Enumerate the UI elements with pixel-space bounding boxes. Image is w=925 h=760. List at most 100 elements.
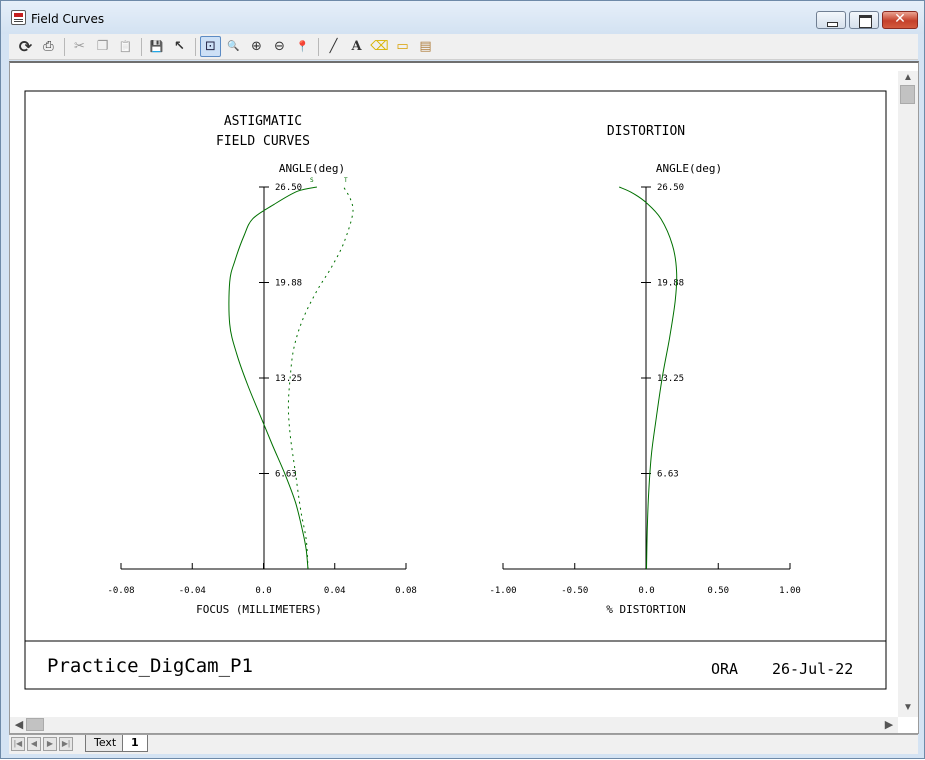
line-tool-icon: ╱ [329, 39, 338, 54]
distortion-y-tick-label: 19.88 [657, 279, 684, 289]
title-bar[interactable]: Field Curves ✕ [1, 1, 924, 34]
close-icon: ✕ [894, 11, 906, 27]
eraser-button[interactable]: ⌫ [369, 36, 390, 57]
zoom-window-icon: ⊡ [205, 39, 216, 54]
t-curve-marker: T [344, 177, 348, 184]
distortion-x-tick-label: -0.50 [561, 586, 588, 596]
tab-1[interactable]: 1 [122, 735, 148, 752]
astig-curve-t [287, 186, 354, 570]
sheet-tab-bar: |◀ ◀ ▶ ▶| Text 1 [9, 734, 918, 754]
astig-y-tick-label: 19.88 [275, 279, 302, 289]
toolbar-separator [141, 38, 142, 56]
app-icon[interactable] [11, 10, 26, 25]
paste-button[interactable]: 📋 [115, 36, 136, 57]
astig-y-tick-label: 6.63 [275, 470, 297, 480]
eraser-icon: ⌫ [370, 39, 389, 54]
astig-y-tick-label: 26.50 [275, 183, 302, 193]
properties-button[interactable]: ▤ [415, 36, 436, 57]
toolbar-separator [64, 38, 65, 56]
close-button[interactable]: ✕ [882, 11, 918, 29]
copy-button[interactable]: ❐ [92, 36, 113, 57]
distortion-x-tick-label: -1.00 [489, 586, 516, 596]
last-tab-icon[interactable]: ▶| [59, 737, 73, 751]
distortion-y-tick-label: 6.63 [657, 470, 679, 480]
astig-curve-s [228, 186, 318, 570]
toolbar-separator [195, 38, 196, 56]
distortion-x-tick-label: 1.00 [779, 586, 801, 596]
zoom-1to1-button[interactable]: 🔍 [223, 36, 244, 57]
prev-tab-icon[interactable]: ◀ [27, 737, 41, 751]
horizontal-scrollbar[interactable]: ◀ ▶ [10, 717, 898, 733]
distortion-curves [618, 186, 678, 570]
s-curve-marker: S [310, 177, 314, 184]
vertical-scrollbar[interactable]: ▲ ▼ [898, 71, 918, 717]
ruler-icon: ▭ [396, 39, 409, 54]
zoom-out-icon: ⊖ [274, 39, 285, 54]
line-tool-button[interactable]: ╱ [323, 36, 344, 57]
next-tab-icon[interactable]: ▶ [43, 737, 57, 751]
pin-icon: 📍 [295, 40, 310, 53]
refresh-icon: ⟳ [18, 37, 33, 56]
plot-frame [24, 90, 887, 690]
astig-angle-label: ANGLE(deg) [279, 162, 345, 175]
astig-x-tick-label: -0.04 [179, 586, 206, 596]
distortion-x-label: % DISTORTION [606, 603, 685, 616]
distortion-x-tick-label: 0.50 [707, 586, 729, 596]
astig-x-tick-label: -0.08 [107, 586, 134, 596]
text-tool-button[interactable]: A [346, 36, 367, 57]
distortion-y-tick-label: 13.25 [657, 374, 684, 384]
zoom-window-button[interactable]: ⊡ [200, 36, 221, 57]
tab-text[interactable]: Text [85, 735, 126, 752]
cut-button[interactable]: ✂ [69, 36, 90, 57]
print-button[interactable]: ⎙ [38, 36, 59, 57]
scroll-up-icon[interactable]: ▲ [903, 72, 913, 83]
zoom-in-icon: ⊕ [251, 39, 262, 54]
zoom-out-button[interactable]: ⊖ [269, 36, 290, 57]
pointer-button[interactable]: ↖ [169, 36, 190, 57]
window-title: Field Curves [31, 12, 105, 26]
astig-y-tick-label: 13.25 [275, 374, 302, 384]
astig-title-line2: FIELD CURVES [216, 134, 310, 149]
company-label: ORA [711, 660, 738, 678]
zoom-in-button[interactable]: ⊕ [246, 36, 267, 57]
copy-icon: ❐ [96, 39, 109, 54]
scroll-down-icon[interactable]: ▼ [903, 702, 913, 713]
astig-x-label: FOCUS (MILLIMETERS) [196, 603, 322, 616]
pointer-icon: ↖ [174, 39, 185, 54]
distortion-axes: -1.00 -0.50 0.0 0.50 1.00 6.63 13.25 19.88 26.50 [489, 183, 800, 596]
distortion-y-tick-label: 26.50 [657, 183, 684, 193]
astig-x-tick-label: 0.04 [324, 586, 346, 596]
plot-canvas[interactable] [9, 61, 919, 734]
save-button[interactable]: 💾 [146, 36, 167, 57]
horizontal-scroll-thumb[interactable] [26, 718, 44, 731]
astig-x-tick-label: 0.08 [395, 586, 417, 596]
paste-icon: 📋 [118, 40, 133, 53]
astig-axes: -0.08 -0.04 0.0 0.04 0.08 6.63 13.25 19.88 26.50 [107, 183, 416, 596]
print-icon: ⎙ [43, 39, 54, 54]
distortion-angle-label: ANGLE(deg) [656, 162, 722, 175]
date-label: 26-Jul-22 [772, 660, 853, 678]
scroll-left-icon[interactable]: ◀ [14, 719, 24, 731]
ruler-button[interactable]: ▭ [392, 36, 413, 57]
design-name: Practice_DigCam_P1 [47, 655, 253, 677]
text-tool-icon: A [351, 39, 362, 54]
cut-icon: ✂ [74, 39, 85, 54]
resize-grip[interactable] [907, 743, 919, 755]
scroll-right-icon[interactable]: ▶ [884, 719, 894, 731]
vertical-scroll-thumb[interactable] [900, 85, 915, 104]
restore-button[interactable] [849, 11, 879, 29]
distortion-title: DISTORTION [607, 124, 685, 139]
astig-title-line1: ASTIGMATIC [224, 114, 302, 129]
zoom-1to1-icon: 🔍 [227, 41, 240, 52]
properties-icon: ▤ [419, 39, 432, 54]
distortion-x-tick-label: 0.0 [638, 586, 654, 596]
save-icon: 💾 [149, 40, 164, 53]
first-tab-icon[interactable]: |◀ [11, 737, 25, 751]
distortion-curve-distortion [618, 186, 678, 570]
astig-curves [228, 186, 354, 570]
astig-x-tick-label: 0.0 [255, 586, 271, 596]
minimize-button[interactable] [816, 11, 846, 29]
refresh-button[interactable]: ⟳ [15, 36, 36, 57]
pin-button[interactable]: 📍 [292, 36, 313, 57]
